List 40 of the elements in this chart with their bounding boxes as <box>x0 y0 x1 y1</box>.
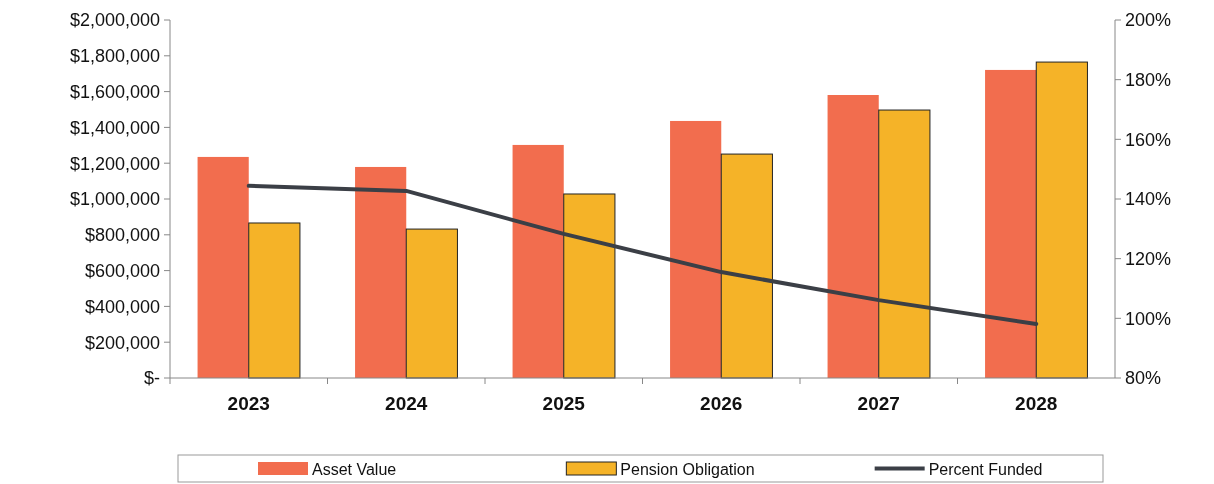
y2-tick-label: 180% <box>1125 69 1172 90</box>
x-tick-label: 2024 <box>385 393 428 414</box>
x-tick-label: 2023 <box>227 393 270 414</box>
y-tick-label: $1,600,000 <box>69 81 160 102</box>
y-tick-label: $800,000 <box>84 225 160 246</box>
bar <box>878 109 931 379</box>
bar <box>248 222 301 379</box>
bar <box>563 193 616 379</box>
bar <box>985 69 1037 378</box>
legend-label: Pension Obligation <box>620 460 755 478</box>
legend-label: Asset Value <box>312 460 397 478</box>
y-tick-label: $200,000 <box>84 332 160 353</box>
x-tick-label: 2027 <box>857 393 900 414</box>
bar <box>827 95 879 378</box>
y2-tick-label: 100% <box>1125 308 1172 329</box>
bar <box>355 166 407 378</box>
bar <box>405 228 458 379</box>
line-series <box>246 183 1039 326</box>
y2-tick-label: 160% <box>1125 129 1172 150</box>
y2-tick-label: 120% <box>1125 248 1172 269</box>
x-tick-label: 2025 <box>542 393 586 414</box>
bar <box>1035 61 1088 379</box>
y2-tick-label: 200% <box>1125 10 1172 31</box>
bar <box>720 153 773 379</box>
y-tick-label: $1,000,000 <box>69 189 160 210</box>
x-tick-label: 2028 <box>1015 393 1058 414</box>
bar <box>670 120 722 378</box>
y-tick-label: $- <box>143 368 160 389</box>
y-tick-label: $2,000,000 <box>69 10 160 31</box>
y-tick-label: $1,400,000 <box>69 117 160 138</box>
bar <box>512 144 564 378</box>
y2-tick-label: 140% <box>1125 189 1172 210</box>
y-tick-label: $400,000 <box>84 296 160 317</box>
bar <box>197 156 249 378</box>
y-tick-label: $600,000 <box>84 260 160 281</box>
y-tick-label: $1,800,000 <box>69 46 160 67</box>
x-tick-label: 2026 <box>700 393 743 414</box>
legend-label: Percent Funded <box>928 460 1043 478</box>
y2-tick-label: 80% <box>1125 368 1162 389</box>
y-tick-label: $1,200,000 <box>69 153 160 174</box>
